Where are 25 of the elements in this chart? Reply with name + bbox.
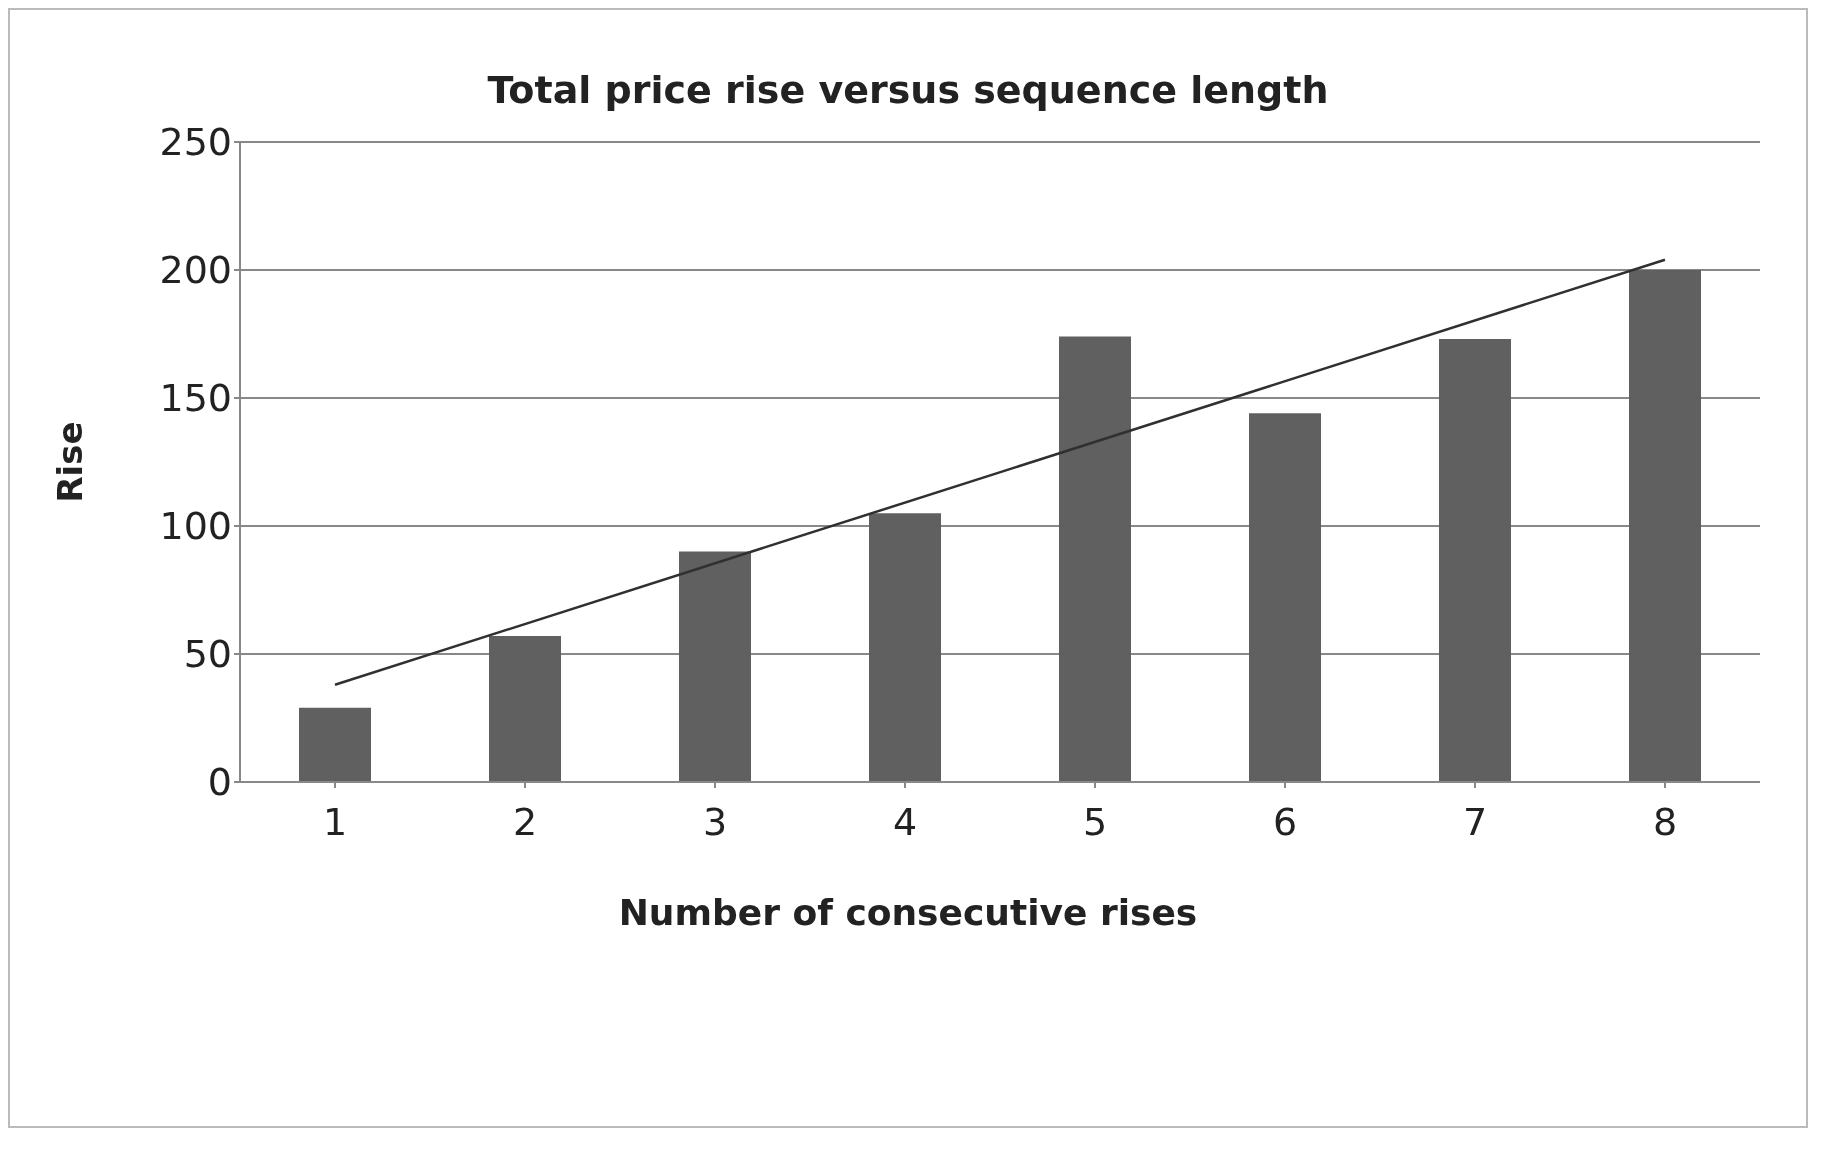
bar: [1629, 270, 1701, 782]
bar: [1439, 339, 1511, 782]
bar: [299, 707, 371, 782]
bar: [679, 551, 751, 782]
y-tick-label: 50: [183, 632, 232, 677]
x-tick-label: 6: [1272, 799, 1298, 844]
chart-title: Total price rise versus sequence length: [486, 67, 1330, 112]
y-tick-label: 200: [159, 248, 232, 293]
y-tick-label: 0: [207, 760, 232, 805]
bar: [1249, 413, 1321, 782]
x-tick-label: 8: [1652, 799, 1678, 844]
bar: [1059, 336, 1131, 782]
x-tick-label: 2: [512, 799, 538, 844]
x-tick-label: 7: [1462, 799, 1488, 844]
x-axis-title: Number of consecutive rises: [617, 892, 1199, 933]
y-tick-label: 100: [159, 504, 232, 549]
x-tick-label: 4: [892, 799, 918, 844]
y-axis-title: Rise: [50, 421, 91, 503]
y-tick-label: 150: [159, 376, 232, 421]
y-tick-label: 250: [159, 120, 232, 165]
x-tick-label: 3: [702, 799, 728, 844]
x-tick-label: 5: [1082, 799, 1108, 844]
bar: [489, 636, 561, 782]
bar: [869, 513, 941, 782]
x-tick-label: 1: [322, 799, 348, 844]
